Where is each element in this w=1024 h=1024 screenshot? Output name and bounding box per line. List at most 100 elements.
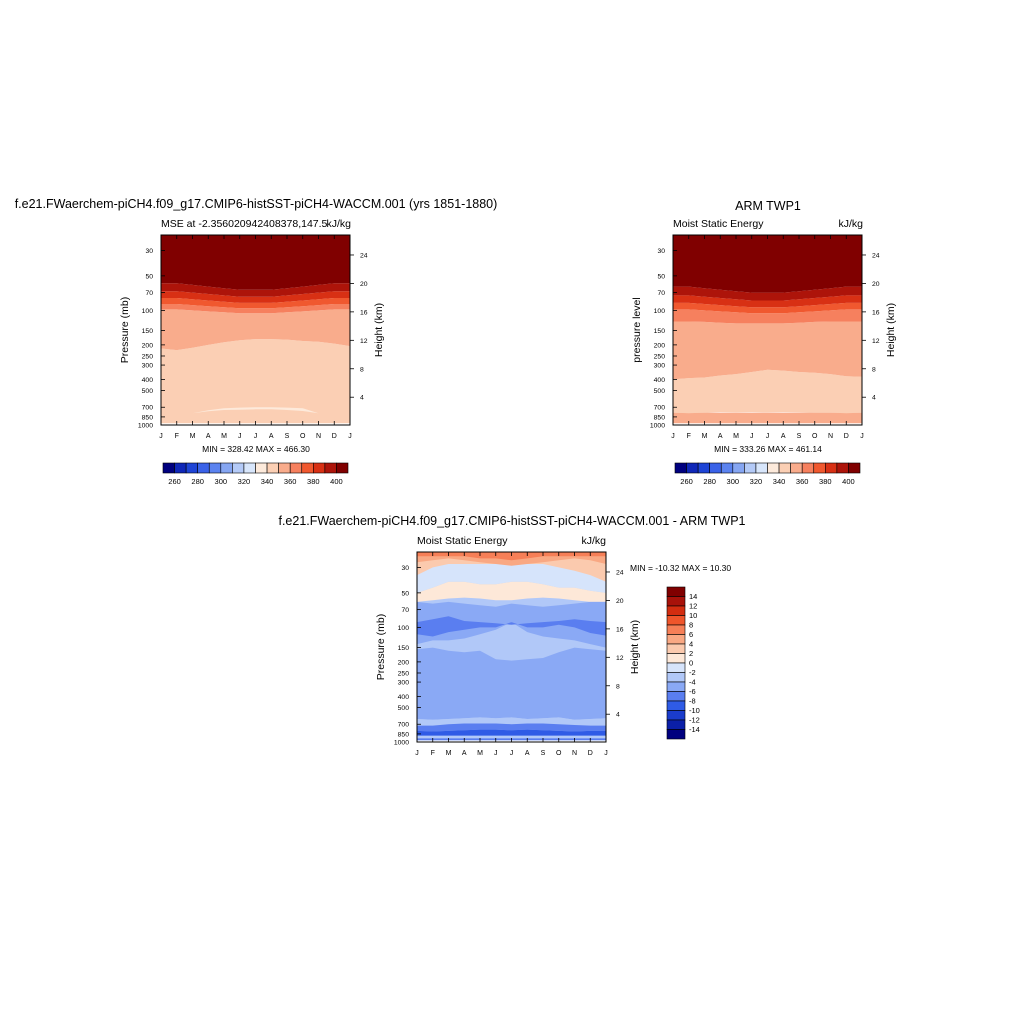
y-tick-label: 850 — [142, 414, 154, 421]
colorbar-label: -4 — [689, 678, 696, 687]
contour-band-1 — [161, 309, 350, 351]
y-right-tick-label: 8 — [872, 366, 876, 373]
y-tick-label: 400 — [142, 377, 154, 384]
y-tick-label: 200 — [654, 342, 666, 349]
colorbar-box — [220, 462, 233, 474]
colorbar-box — [666, 624, 686, 635]
colorbar-box — [278, 462, 291, 474]
y-right-tick-label: 4 — [360, 395, 364, 402]
x-tick-label: M — [477, 750, 483, 757]
y-tick-label: 30 — [657, 248, 665, 255]
colorbar-label: 280 — [191, 477, 204, 486]
y-tick-label: 200 — [398, 659, 410, 666]
contour-bands — [161, 235, 350, 424]
y-tick-label: 700 — [398, 722, 410, 729]
colorbar-label: -10 — [689, 706, 700, 715]
colorbar-box — [266, 462, 279, 474]
y-ticks-right: 24 20 16 12 8 4 — [862, 252, 880, 402]
contour-band-7 — [673, 235, 862, 293]
contour-band-7 — [161, 407, 350, 414]
colorbar-label: 260 — [168, 477, 181, 486]
colorbar-box — [666, 691, 686, 702]
colorbar-box — [666, 634, 686, 645]
x-tick-label: J — [238, 433, 242, 440]
x-tick-label: O — [300, 433, 306, 440]
y-tick-label: 300 — [398, 680, 410, 687]
colorbar-label: 2 — [689, 649, 693, 658]
contour-band-10 — [417, 717, 606, 726]
panel-model-left-string: MSE at -2.356020942408378,147.5 — [161, 218, 328, 230]
y-ticks-right: 24 20 16 12 8 4 — [350, 252, 368, 402]
contour-band-0 — [161, 339, 350, 424]
stats-label: MIN = -10.32 MAX = 10.30 — [630, 563, 731, 573]
y-right-tick-label: 12 — [616, 655, 624, 662]
colorbar-label: -12 — [689, 716, 700, 725]
y-tick-label: 300 — [142, 363, 154, 370]
panel-diff: f.e21.FWaerchem-piCH4.f09_g17.CMIP6-hist… — [278, 514, 745, 757]
y-tick-label: 700 — [142, 405, 154, 412]
contour-band-0 — [673, 412, 862, 424]
x-tick-label: D — [332, 433, 337, 440]
y-right-tick-label: 4 — [616, 712, 620, 719]
colorbar-box — [674, 462, 687, 474]
x-tick-label: A — [269, 433, 274, 440]
y-tick-label: 400 — [654, 377, 666, 384]
colorbar-box — [813, 462, 826, 474]
y-right-tick-label: 12 — [872, 338, 880, 345]
colorbar-label: 6 — [689, 630, 693, 639]
y-tick-label: 30 — [145, 248, 153, 255]
colorbar-box — [744, 462, 757, 474]
colorbar-label: 340 — [261, 477, 274, 486]
y-axis-label: Pressure (mb) — [375, 614, 387, 681]
colorbar-box — [666, 681, 686, 692]
colorbar-box — [836, 462, 849, 474]
x-tick-label: F — [175, 433, 179, 440]
colorbar-box — [185, 462, 198, 474]
y-tick-label: 700 — [654, 405, 666, 412]
y-tick-label: 250 — [654, 353, 666, 360]
y-axis-label: Pressure (mb) — [119, 297, 131, 364]
x-tick-label: J — [254, 433, 258, 440]
contour-band-2 — [161, 304, 350, 314]
colorbar-label: 4 — [689, 640, 693, 649]
contour-band-12 — [417, 729, 606, 736]
colorbar-label: 320 — [238, 477, 251, 486]
colorbar-box — [686, 462, 699, 474]
x-tick-label: D — [588, 750, 593, 757]
x-tick-label: A — [781, 433, 786, 440]
y-right-tick-label: 8 — [360, 366, 364, 373]
plot-area-diff: J F M A M J J A S O N D J 30 50 70 100 150 200 250 300 400 50… — [394, 551, 624, 757]
panel-diff-title: f.e21.FWaerchem-piCH4.f09_g17.CMIP6-hist… — [278, 514, 745, 528]
x-tick-label: J — [494, 750, 498, 757]
contour-band-5 — [417, 581, 606, 602]
colorbar-label: 360 — [796, 477, 809, 486]
colorbar-label: 14 — [689, 592, 697, 601]
x-tick-label: A — [718, 433, 723, 440]
colorbar-box — [255, 462, 268, 474]
colorbar-box — [666, 643, 686, 654]
x-tick-label: F — [687, 433, 691, 440]
x-tick-label: M — [733, 433, 739, 440]
contour-band-3 — [673, 309, 862, 324]
colorbar-box — [208, 462, 222, 474]
colorbar-box — [666, 719, 686, 730]
y-right-tick-label: 16 — [616, 626, 624, 633]
y-axis-label-right: Height (km) — [885, 303, 897, 357]
colorbar-label: 360 — [284, 477, 297, 486]
colorbar-box — [666, 710, 686, 721]
colorbar-box — [666, 700, 686, 711]
colorbar-label: 300 — [727, 477, 740, 486]
colorbar-box — [767, 462, 780, 474]
y-tick-label: 200 — [142, 342, 154, 349]
colorbar-box — [666, 653, 686, 664]
x-tick-label: F — [431, 750, 435, 757]
x-tick-label: S — [797, 433, 802, 440]
x-tick-label: J — [415, 750, 419, 757]
contour-band-2 — [673, 321, 862, 380]
panel-diff-right-string: kJ/kg — [581, 535, 606, 547]
plot-area-obs: J F M A M J J A S O N D J 30 50 70 100 150 200 250 300 400 50… — [650, 234, 880, 440]
colorbar-label: 340 — [773, 477, 786, 486]
